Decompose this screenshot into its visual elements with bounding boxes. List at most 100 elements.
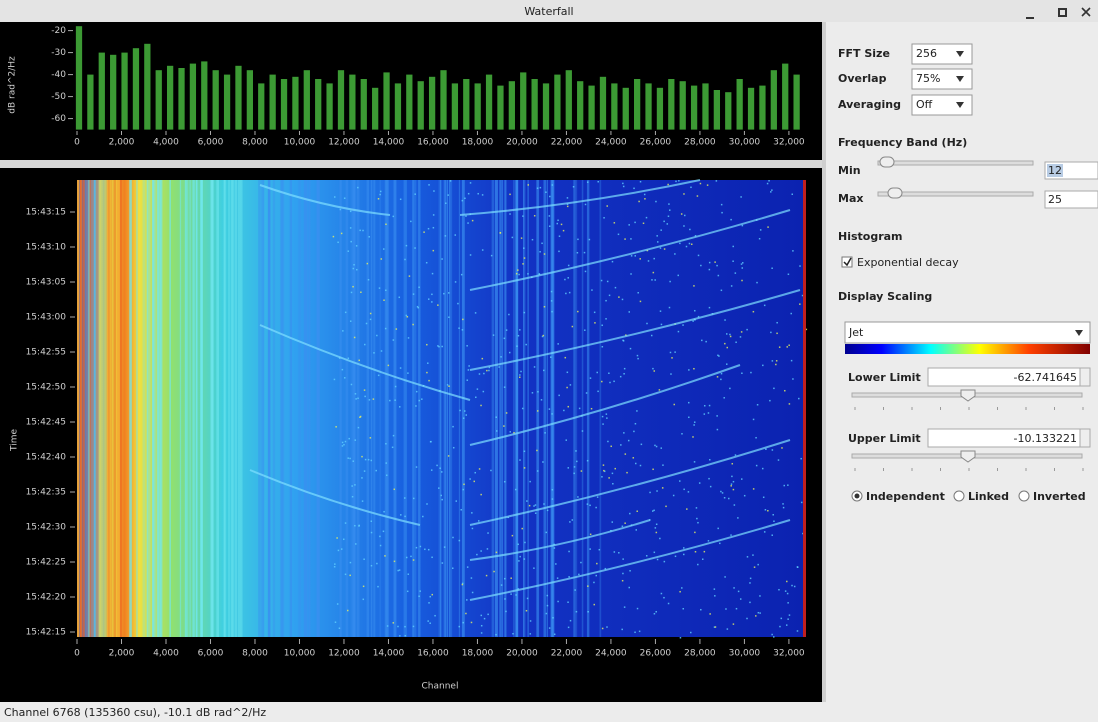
streak [201,180,203,637]
speckle [648,260,650,262]
streak [574,180,577,637]
speckle [362,500,364,502]
radio[interactable] [1019,491,1029,501]
speckle [504,578,506,580]
speckle [663,597,665,599]
slider-thumb[interactable] [880,157,894,167]
radio-dot [855,494,860,499]
streak [100,180,103,637]
speckle [594,322,596,324]
speckle [679,243,681,245]
speckle [623,432,625,434]
speckle [590,377,592,379]
speckle [465,613,467,615]
x-tick-label: 22,000 [551,649,583,659]
speckle [370,313,372,315]
spinner-value: -62.741645 [1014,371,1077,384]
speckle [630,348,632,350]
radio-label: Independent [866,490,945,503]
speckle [552,498,554,500]
speckle [504,338,506,340]
speckle [371,521,373,523]
speckle [351,485,353,487]
speckle [565,357,567,359]
radio[interactable] [954,491,964,501]
speckle [448,292,450,294]
speckle [342,369,344,371]
speckle [779,626,781,628]
slider-thumb[interactable] [961,390,975,401]
speckle [495,416,497,418]
streak [317,180,320,637]
speckle [546,532,548,534]
streak [212,180,214,637]
speckle [624,522,626,524]
speckle [517,269,519,271]
speckle [445,235,447,237]
spinner-buttons[interactable] [1080,368,1090,386]
speckle [459,410,461,412]
speckle [778,589,780,591]
speckle [543,370,545,372]
controls: FFT Size 256 Overlap 75% Averaging Off F… [838,44,1098,503]
speckle [609,295,611,297]
speckle [660,229,662,231]
bar [634,79,640,130]
speckle [597,496,599,498]
speckle [452,426,454,428]
streak [169,180,171,637]
speckle [371,460,373,462]
streak [513,180,514,637]
speckle [708,478,710,480]
speckle [608,373,610,375]
speckle [335,621,337,623]
x-tick-label: 28,000 [684,649,716,659]
speckle [409,275,411,277]
speckle [422,516,424,518]
speckle [509,213,511,215]
bar [440,70,446,129]
speckle [429,622,431,624]
slider-thumb[interactable] [888,188,902,198]
speckle [568,627,570,629]
speckle [669,281,671,283]
label: Averaging [838,98,901,111]
speckle [683,193,685,195]
streak [599,180,601,637]
speckle [549,196,551,198]
dropdown[interactable] [845,322,1090,343]
speckle [674,253,676,255]
speckle [730,485,732,487]
x-tick-label: 8,000 [242,649,268,659]
x-tick-label: 22,000 [551,138,583,148]
splitter[interactable] [0,160,822,168]
streak [190,180,191,637]
speckle [345,522,347,524]
speckle [388,365,390,367]
bar [509,81,515,129]
streak [504,180,506,637]
speckle [393,622,395,624]
speckle [741,331,743,333]
speckle [343,539,345,541]
speckle [336,537,338,539]
streak [238,180,241,637]
spinner-buttons[interactable] [1080,429,1090,447]
slider-thumb[interactable] [961,451,975,462]
speckle [379,287,381,289]
speckle [383,299,385,301]
speckle [609,382,611,384]
speckle [799,265,801,267]
speckle [407,591,409,593]
streak [185,180,188,637]
speckle [657,241,659,243]
slider[interactable] [878,161,1033,165]
streak [78,180,80,637]
x-tick-label: 10,000 [284,649,316,659]
speckle [455,281,457,283]
speckle [419,590,421,592]
bar [475,83,481,129]
speckle [704,413,706,415]
speckle [482,249,484,251]
streak [543,180,546,637]
